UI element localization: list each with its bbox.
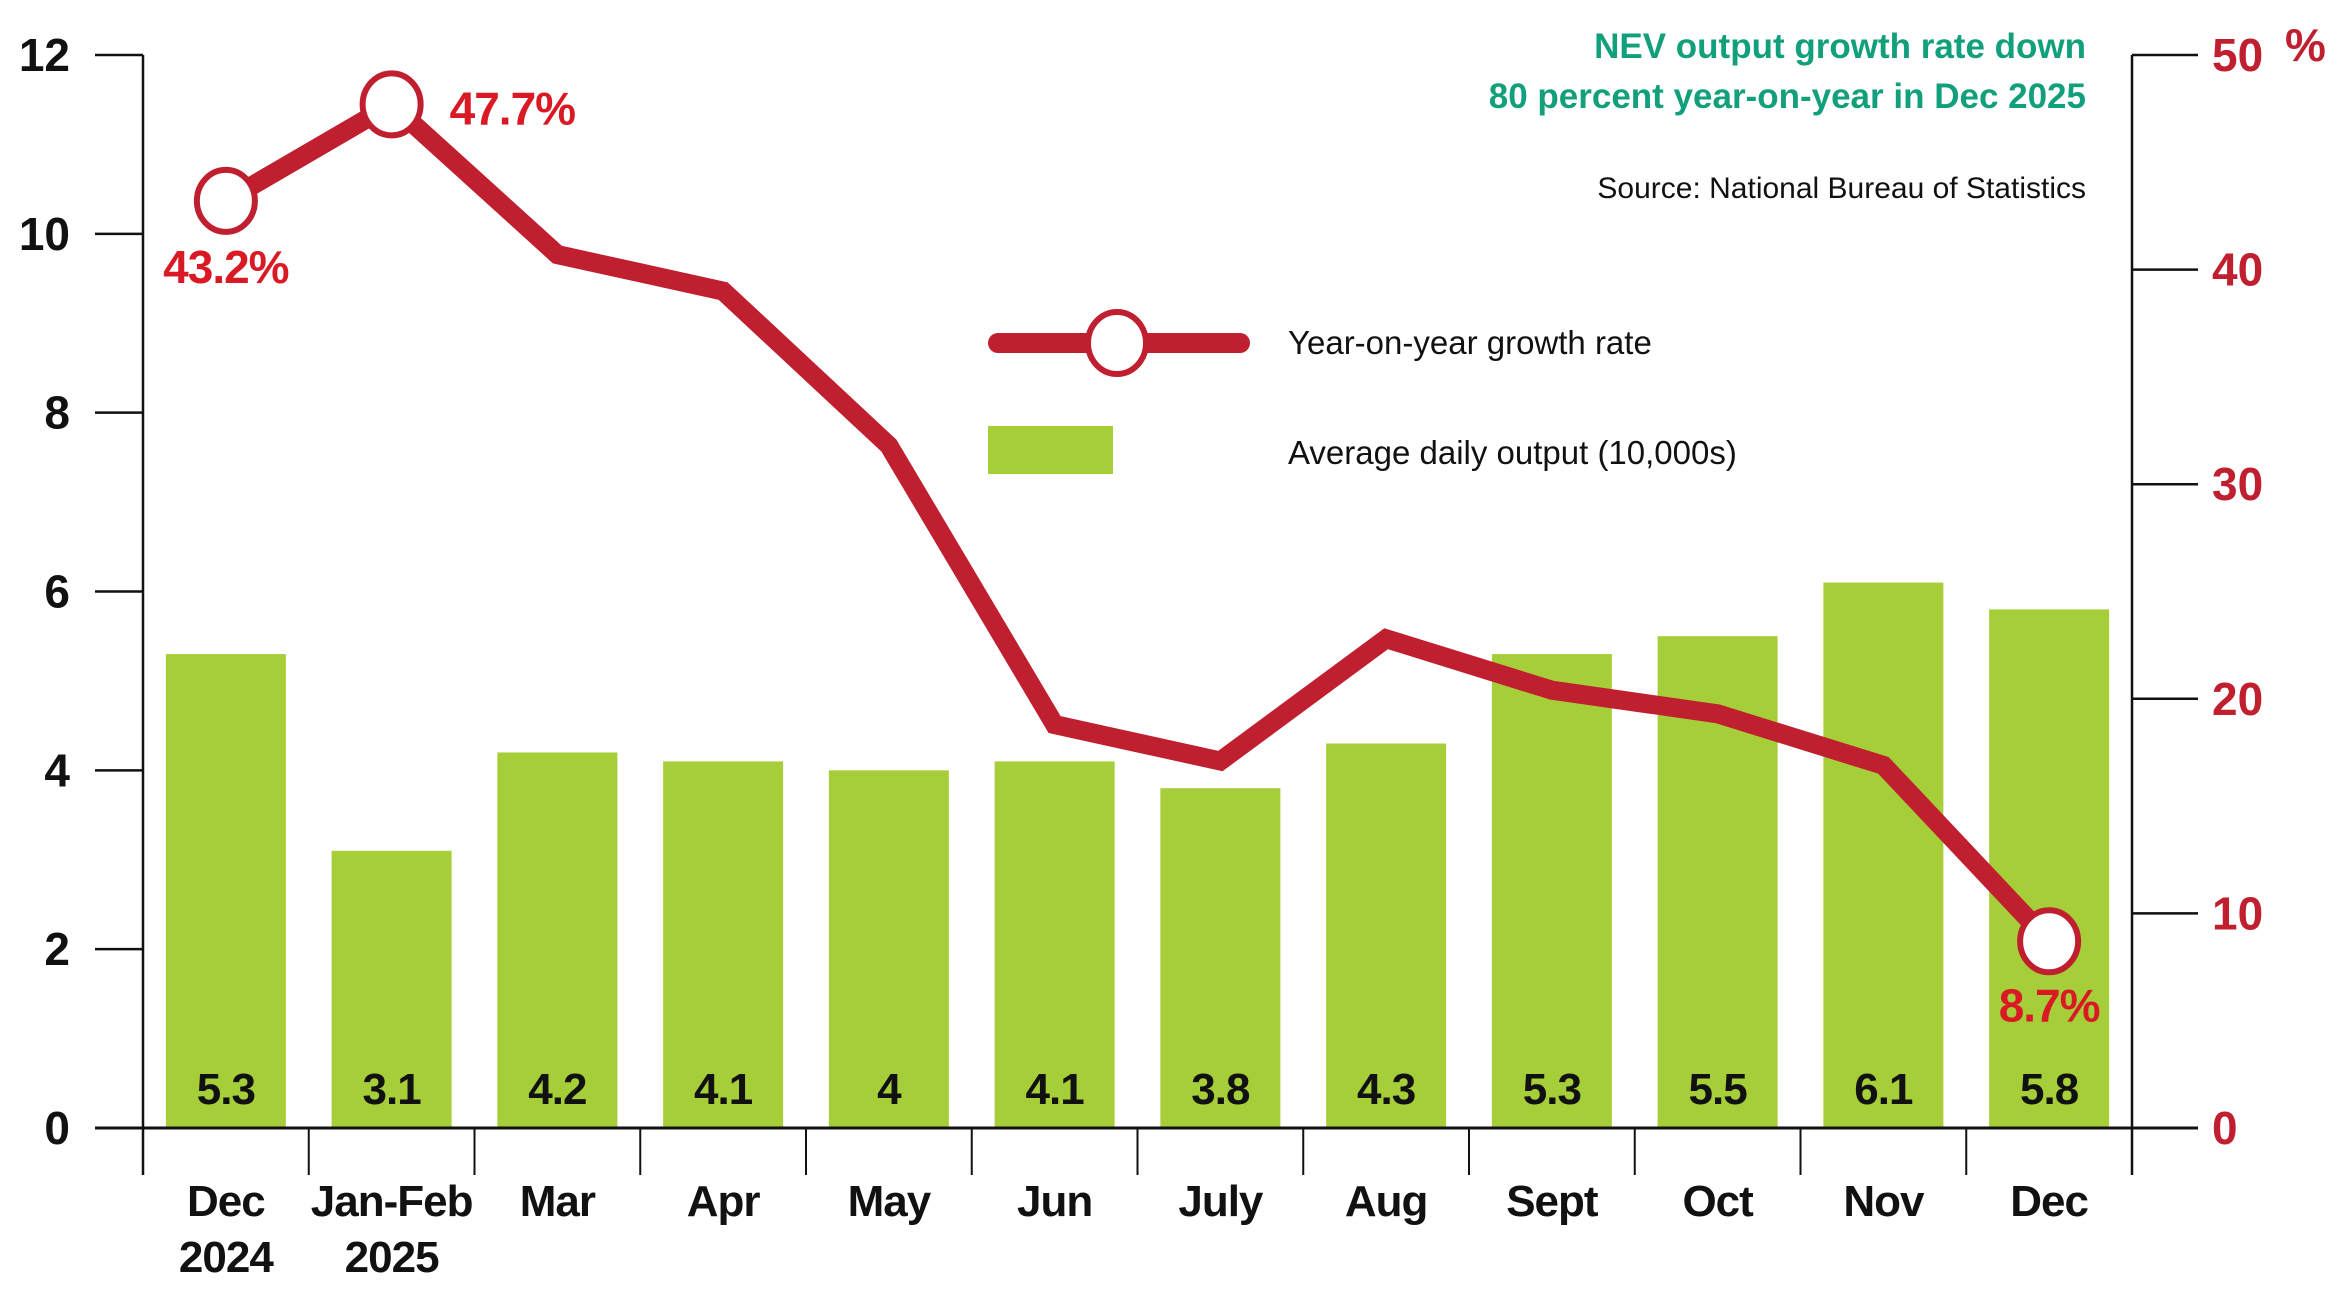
left-tick-label: 12 [19,29,70,81]
growth-rate-point [1551,689,1553,691]
bar [994,761,1115,1128]
bar [1326,743,1447,1128]
bar [1989,609,2110,1128]
growth-rate-point [1219,760,1221,762]
bar-value-label: 5.5 [1689,1065,1748,1114]
category-label: Dec [2010,1177,2088,1226]
left-tick-label: 2 [44,923,70,975]
chart-title-line2: 80 percent year-on-year in Dec 2025 [1489,77,2086,116]
bar-value-label: 6.1 [1854,1065,1913,1114]
category-label: 2025 [345,1233,439,1282]
bar [663,761,784,1128]
growth-rate-point [888,445,890,447]
bar-value-label: 4 [877,1065,902,1114]
bar [331,850,452,1128]
legend-label-growth: Year-on-year growth rate [1288,324,1652,361]
right-tick-label: 20 [2212,673,2263,725]
growth-rate-marker [193,166,258,235]
legend-marker-swatch [1085,309,1149,377]
growth-rate-point [1054,724,1056,726]
bar-value-label: 5.3 [1523,1065,1581,1114]
bar-value-label: 5.8 [2020,1065,2079,1114]
bar [828,770,949,1128]
growth-rate-marker [359,70,424,139]
category-label: Oct [1682,1177,1754,1226]
bar-value-label: 4.3 [1357,1065,1415,1114]
bar-value-label: 4.2 [528,1065,586,1114]
legend-bar-swatch [988,426,1113,474]
bar-value-label: 3.1 [363,1065,422,1114]
bars-layer [165,582,2110,1128]
growth-rate-annotation: 8.7% [1999,979,2100,1031]
left-tick-label: 10 [19,208,70,260]
growth-rate-marker [2017,907,2082,976]
growth-rate-point [1717,713,1719,715]
growth-rate-annotation: 43.2% [163,241,289,293]
category-label: Dec [187,1177,265,1226]
category-label: July [1178,1177,1264,1226]
labels-layer: 5.3 3.1 4.2 4.1 4 4.1 3.8 4.3 5.3 5.5 6.1 5.8 43.2% 4… [163,82,2100,1114]
right-tick-label: 50 [2212,29,2263,81]
right-tick-label: 10 [2212,887,2263,939]
bar-value-label: 4.1 [1026,1065,1085,1114]
growth-rate-point [1882,764,1884,766]
bar-value-label: 5.3 [197,1065,255,1114]
growth-rate-point [1385,638,1387,640]
chart-source: Source: National Bureau of Statistics [1597,172,2086,205]
legend: Year-on-year growth rate Average daily o… [988,309,1737,474]
bar [165,654,286,1128]
bar-value-label: 3.8 [1191,1065,1250,1114]
category-label: Mar [520,1177,596,1226]
category-label: 2024 [179,1233,274,1282]
right-tick-label: 30 [2212,458,2263,510]
category-label: Jun [1017,1177,1092,1226]
right-axis-unit: % [2285,19,2326,71]
bar [1823,582,1944,1128]
left-tick-label: 6 [44,566,70,618]
category-label: May [848,1177,932,1226]
growth-rate-annotation: 47.7% [450,82,576,134]
category-label: Sept [1506,1177,1599,1226]
left-tick-label: 0 [44,1102,70,1154]
line-layer [193,70,2082,976]
axes-layer: 0 2 4 6 8 10 12 0 10 20 30 40 50 % Dec 2024 Jan-Feb 2025 M… [19,19,2326,1282]
category-label: Nov [1843,1177,1925,1226]
right-tick-label: 40 [2212,244,2263,296]
category-label: Apr [687,1177,761,1226]
bar-value-label: 4.1 [694,1065,753,1114]
growth-rate-point [556,254,558,256]
right-tick-label: 0 [2212,1102,2238,1154]
growth-rate-line [221,92,2057,948]
growth-rate-point [722,290,724,292]
left-tick-label: 4 [44,744,70,796]
bar [497,752,618,1128]
legend-label-output: Average daily output (10,000s) [1288,434,1737,471]
category-label: Jan-Feb [311,1177,473,1226]
bar [1160,788,1281,1128]
category-label: Aug [1345,1177,1428,1226]
left-tick-label: 8 [44,387,70,439]
bar [1491,654,1612,1128]
chart-title: NEV output growth rate down [1594,27,2086,66]
